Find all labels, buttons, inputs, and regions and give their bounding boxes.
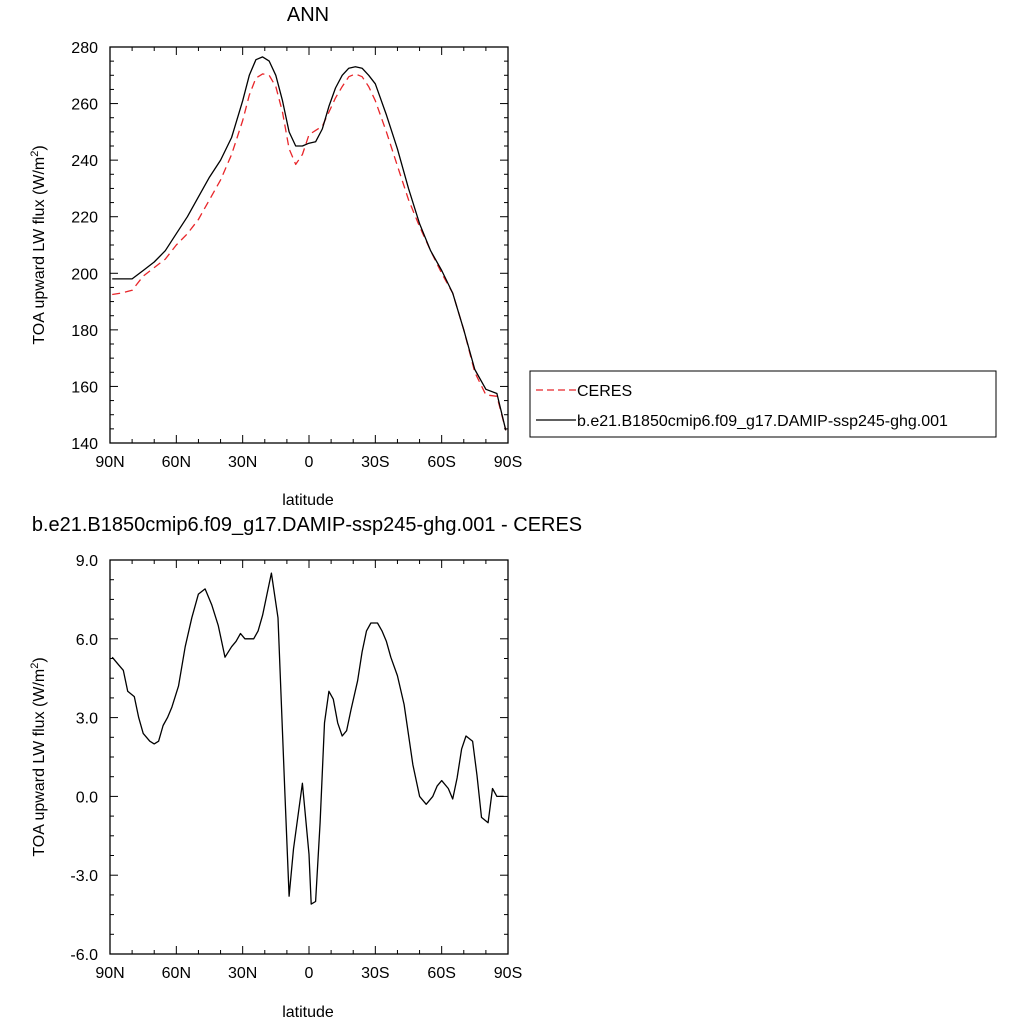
bottom-x-tick-label: 30N [228,965,257,982]
top-x-tick-label: 90S [494,454,522,471]
top-x-tick-label: 30S [361,454,389,471]
top-series-group [112,56,507,431]
legend-entry-ceres: CERES [577,383,632,400]
legend: CERES b.e21.B1850cmip6.f09_g17.DAMIP-ssp… [529,370,997,438]
top-y-tick-label: 280 [71,40,98,57]
top-series-line-model [112,56,507,431]
bottom-x-tick-label: 30S [361,965,389,982]
top-y-tick-label: 160 [71,379,98,396]
bottom-x-axis-label: latitude [282,1004,334,1021]
bottom-plot-frame [109,559,509,955]
legend-box [529,370,997,438]
bottom-x-tick-label: 60N [162,965,191,982]
bottom-y-tick-label: 0.0 [76,789,98,806]
bottom-y-tick-label: -3.0 [70,868,98,885]
top-y-tick-label: 180 [71,323,98,340]
bottom-chart-title: b.e21.B1850cmip6.f09_g17.DAMIP-ssp245-gh… [32,514,582,536]
top-series-line-ceres [112,73,507,431]
bottom-y-tick-label: 9.0 [76,553,98,570]
top-y-tick-label: 200 [71,266,98,283]
top-y-axis-label: TOA upward LW flux (W/m2) [29,145,48,344]
legend-entry-model: b.e21.B1850cmip6.f09_g17.DAMIP-ssp245-gh… [577,413,948,430]
top-x-axis-label: latitude [282,492,334,509]
top-y-tick-label: 260 [71,97,98,114]
bottom-series-group [111,572,504,905]
bottom-series-line-difference [111,572,504,905]
bottom-y-tick-label: -6.0 [70,947,98,964]
top-x-tick-label: 60N [162,454,191,471]
top-x-tick-label: 0 [305,454,314,471]
top-x-tick-label: 60S [427,454,455,471]
bottom-axis-ticks: 90N 60N 30N 0 30S 60S 90S -6.0 -3.0 0.0 3.0 6.0 9.0 [70,553,522,982]
bottom-y-tick-label: 3.0 [76,711,98,728]
top-axis-ticks: 90N 60N 30N 0 30S 60S 90S 140 160 180 200 220 240 260… [71,40,522,471]
top-y-tick-label: 240 [71,153,98,170]
bottom-panel: b.e21.B1850cmip6.f09_g17.DAMIP-ssp245-gh… [29,514,582,1021]
bottom-y-axis-label: TOA upward LW flux (W/m2) [29,657,48,856]
top-chart-title: ANN [287,4,329,26]
bottom-x-tick-label: 60S [427,965,455,982]
top-y-tick-label: 220 [71,210,98,227]
bottom-x-tick-label: 0 [305,965,314,982]
top-panel: ANN 90N 60N 30N 0 30S 60S 90S 140 160 180 200 220 24… [29,4,997,509]
bottom-x-tick-label: 90S [494,965,522,982]
bottom-x-tick-label: 90N [95,965,124,982]
top-y-tick-label: 140 [71,436,98,453]
top-x-tick-label: 30N [228,454,257,471]
top-x-tick-label: 90N [95,454,124,471]
bottom-y-tick-label: 6.0 [76,632,98,649]
